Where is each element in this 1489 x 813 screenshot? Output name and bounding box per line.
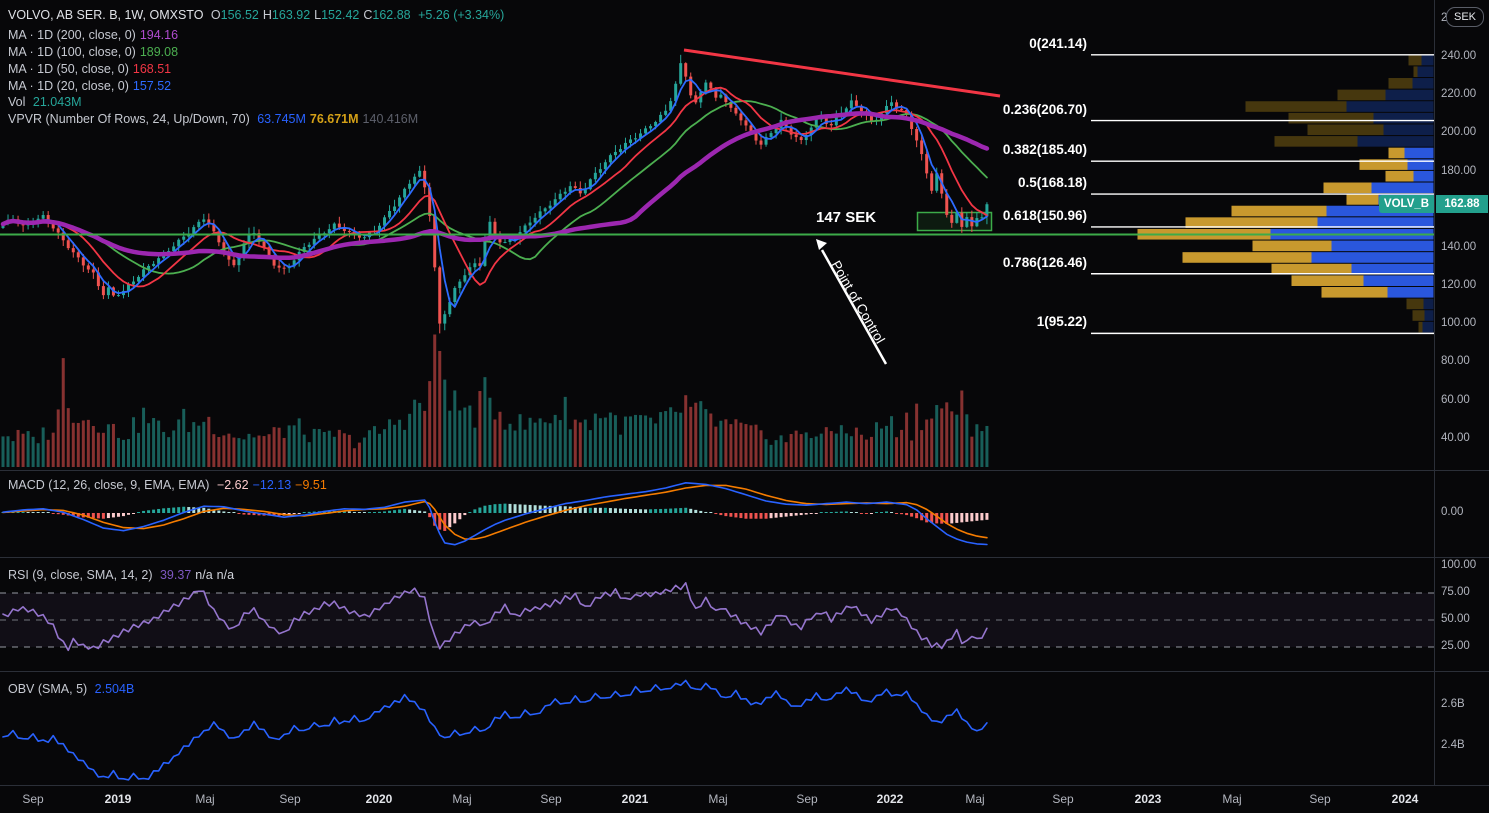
symbol-price-tag[interactable]: VOLV_B <box>1379 195 1434 213</box>
rsi-values: 39.37 n/a n/a <box>156 568 234 582</box>
time-axis-label: Sep <box>279 792 301 806</box>
ohlc-key: O <box>210 8 221 22</box>
obv-values: 2.504B <box>91 682 135 696</box>
rsi-axis-label: 75.00 <box>1441 586 1470 598</box>
time-axis-label: Maj <box>1222 792 1242 806</box>
price-axis-label: 220.00 <box>1441 88 1477 101</box>
legend-value: 2.504B <box>94 682 135 696</box>
legend-value: 76.671M <box>309 112 359 126</box>
price-axis-label: 100.00 <box>1441 317 1477 330</box>
legend-value: 140.416M <box>362 112 419 126</box>
price-axis-label: 240.00 <box>1441 50 1477 62</box>
time-axis-label: Maj <box>965 792 985 806</box>
ma-legend-row[interactable]: MA · 1D (200, close, 0) 194.16 <box>8 27 178 44</box>
ohlc-val: 162.88 <box>372 8 411 22</box>
price-axis-label: 40.00 <box>1441 431 1470 444</box>
legend-value: −9.51 <box>295 478 327 492</box>
ma-label: MA · 1D (200, close, 0) <box>8 28 136 42</box>
price-axis-label: 120.00 <box>1441 279 1477 292</box>
vpvr-legend-row[interactable]: VPVR (Number Of Rows, 24, Up/Down, 70) 6… <box>8 111 418 128</box>
fib-level-label: 0.236(206.70) <box>1002 101 1087 117</box>
legend-value: 63.745M <box>257 112 306 126</box>
current-price-chip: 162.88 <box>1436 195 1488 213</box>
currency-unit-button[interactable]: SEK <box>1446 7 1484 27</box>
candlestick-series <box>1 54 989 334</box>
macd-legend-row[interactable]: MACD (12, 26, close, 9, EMA, EMA) −2.62−… <box>8 477 327 494</box>
vpvr-label: VPVR (Number Of Rows, 24, Up/Down, 70) <box>8 112 250 126</box>
time-axis-label: 2022 <box>876 792 904 806</box>
rsi-label: RSI (9, close, SMA, 14, 2) <box>8 568 153 582</box>
fib-level-label: 0.382(185.40) <box>1002 142 1087 158</box>
time-axis-label: Sep <box>1052 792 1074 806</box>
poc-arrow <box>816 239 888 365</box>
time-axis-label: 2023 <box>1134 792 1162 806</box>
rsi-axis-label: 50.00 <box>1441 613 1470 625</box>
time-axis-label: Maj <box>452 792 472 806</box>
price-axis-label: 140.00 <box>1441 240 1477 253</box>
vol-value: 21.043M <box>32 95 82 109</box>
price-axis-label: 180.00 <box>1441 164 1477 177</box>
volume-legend-row[interactable]: Vol 21.043M <box>8 94 82 111</box>
rsi-axis-label: 100.00 <box>1441 559 1477 571</box>
time-axis-label: 2020 <box>365 792 393 806</box>
volume-series <box>1 334 989 467</box>
obv-axis-label: 2.4B <box>1441 739 1465 751</box>
rsi-legend-row[interactable]: RSI (9, close, SMA, 14, 2) 39.37 n/a n/a <box>8 567 234 584</box>
ma-value: 194.16 <box>139 28 179 42</box>
rsi-axis-label: 25.00 <box>1441 640 1470 652</box>
ma-legend-row[interactable]: MA · 1D (20, close, 0) 157.52 <box>8 78 171 95</box>
price-axis-label: 80.00 <box>1441 355 1470 368</box>
ohlc-values: O156.52 H163.92 L152.42 C162.88 <box>207 8 411 22</box>
level-price-annotation[interactable]: 147 SEK <box>816 209 877 226</box>
fib-level-label: 1(95.22) <box>1036 314 1087 330</box>
time-axis-label: Maj <box>708 792 728 806</box>
obv-label: OBV (SMA, 5) <box>8 682 88 696</box>
time-axis-label: 2021 <box>621 792 649 806</box>
ma-value: 157.52 <box>132 79 172 93</box>
time-axis-label: 2024 <box>1391 792 1419 806</box>
legend-value: 39.37 <box>159 568 192 582</box>
symbol-title: VOLVO, AB SER. B, 1W, OMXSTO <box>8 8 204 22</box>
symbol-legend-row[interactable]: VOLVO, AB SER. B, 1W, OMXSTO O156.52 H163… <box>8 7 504 24</box>
ma-legend-row[interactable]: MA · 1D (100, close, 0) 189.08 <box>8 44 178 61</box>
ma-label: MA · 1D (100, close, 0) <box>8 45 136 59</box>
obv-axis-label: 2.6B <box>1441 698 1465 710</box>
macd-axis-label: 0.00 <box>1441 506 1464 518</box>
fib-level-label: 0.786(126.46) <box>1002 254 1087 270</box>
ohlc-val: 152.42 <box>321 8 360 22</box>
ma-value: 189.08 <box>139 45 179 59</box>
price-axis-label: 200.00 <box>1441 126 1477 139</box>
vol-label: Vol <box>8 95 26 109</box>
fib-level-label: 0.5(168.18) <box>1017 175 1087 191</box>
fib-level-label: 0(241.14) <box>1029 35 1087 51</box>
legend-value: n/a <box>216 568 235 582</box>
time-axis-label: Sep <box>1309 792 1331 806</box>
legend-value: n/a <box>195 568 213 582</box>
macd-values: −2.62 −12.13 −9.51 <box>213 478 327 492</box>
time-axis-label: Sep <box>22 792 44 806</box>
ma-label: MA · 1D (50, close, 0) <box>8 62 129 76</box>
legend-value: −12.13 <box>252 478 292 492</box>
ohlc-key: C <box>363 8 373 22</box>
macd-label: MACD (12, 26, close, 9, EMA, EMA) <box>8 478 210 492</box>
price-axis-label: 60.00 <box>1441 393 1470 406</box>
time-axis-label: Sep <box>796 792 818 806</box>
ohlc-key: H <box>262 8 272 22</box>
time-axis-label: 2019 <box>104 792 132 806</box>
fib-level-label: 0.618(150.96) <box>1002 207 1087 223</box>
time-axis-label: Sep <box>540 792 562 806</box>
ma-label: MA · 1D (20, close, 0) <box>8 79 129 93</box>
obv-legend-row[interactable]: OBV (SMA, 5) 2.504B <box>8 681 134 698</box>
ohlc-key: L <box>314 8 322 22</box>
ohlc-val: 156.52 <box>220 8 259 22</box>
ohlc-val: 163.92 <box>271 8 311 22</box>
change-value: +5.26 (+3.34%) <box>418 8 505 22</box>
vpvr-values: 63.745M 76.671M 140.416M <box>253 112 418 126</box>
ma-value: 168.51 <box>132 62 172 76</box>
time-axis-label: Maj <box>195 792 215 806</box>
legend-value: −2.62 <box>216 478 249 492</box>
ma-legend-row[interactable]: MA · 1D (50, close, 0) 168.51 <box>8 61 171 78</box>
